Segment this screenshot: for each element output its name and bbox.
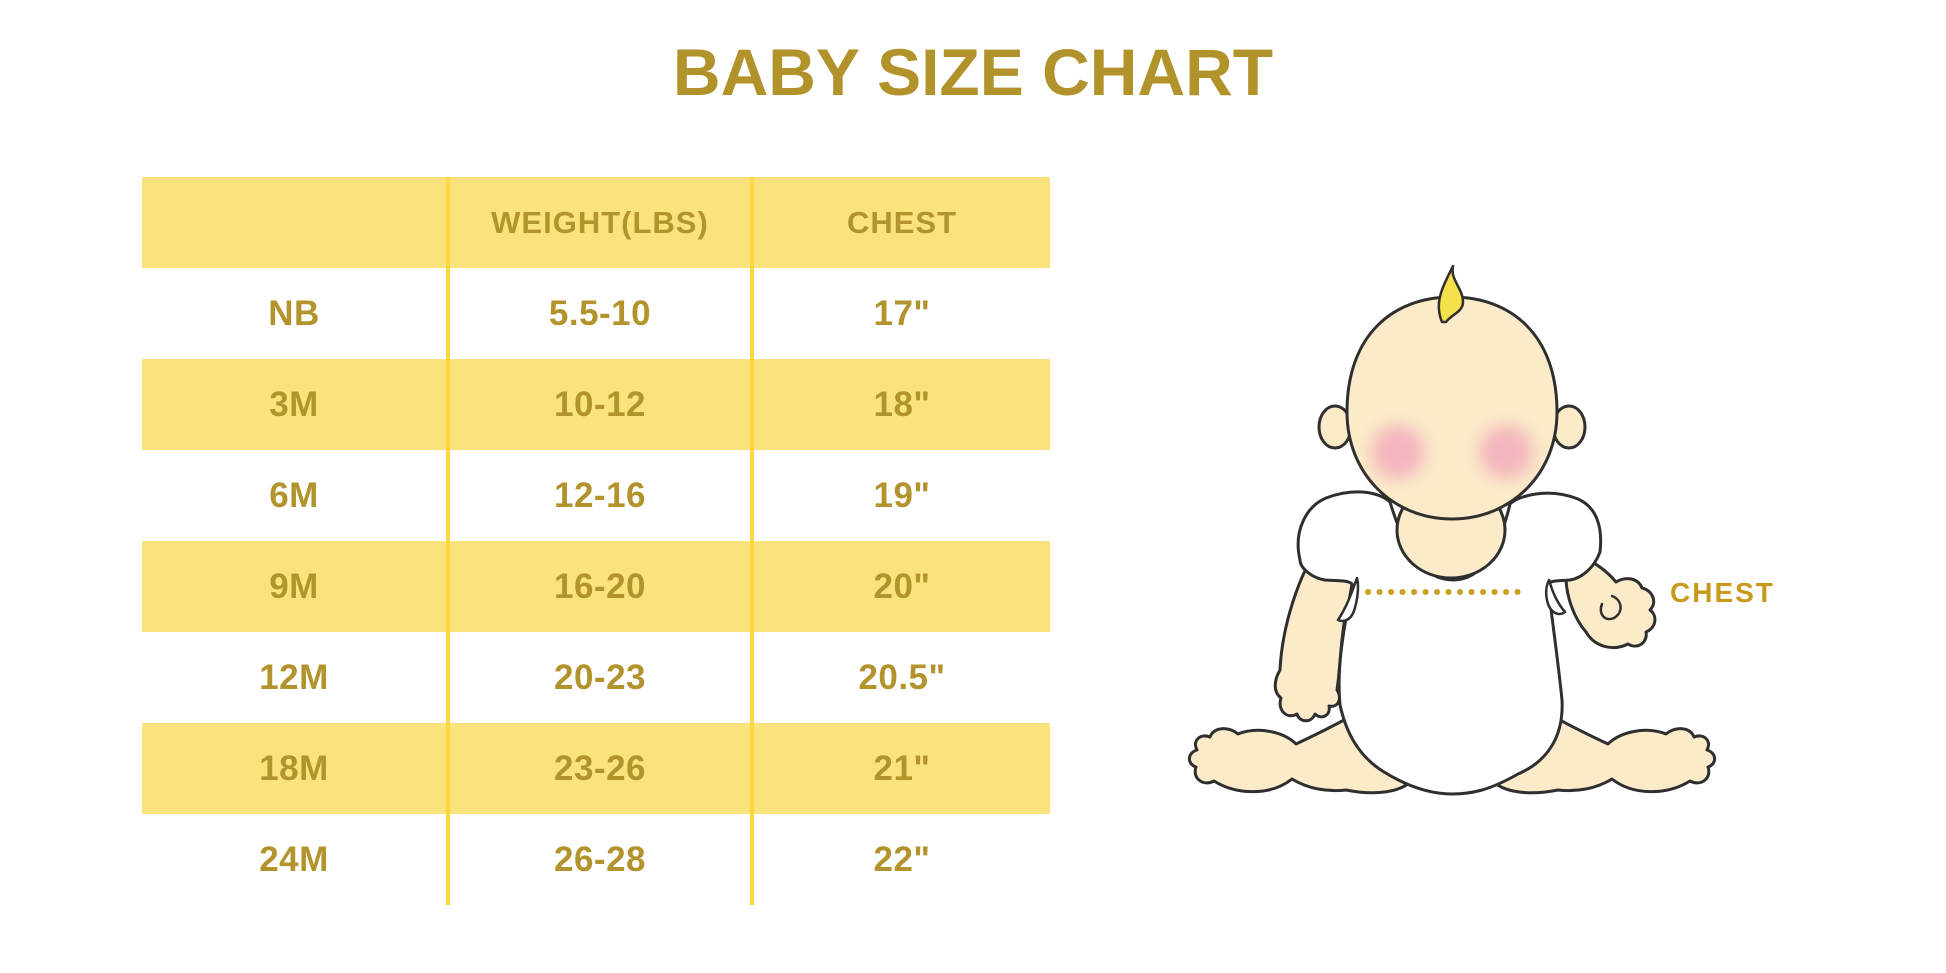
table-row-6m: 6M 12-16 19" xyxy=(142,450,1050,541)
baby-hair-curl-icon xyxy=(1437,264,1465,324)
table-row-24m: 24M 26-28 22" xyxy=(142,814,1050,905)
baby-left-armpit-gap xyxy=(1336,576,1360,623)
weight-cell: 26-28 xyxy=(446,814,750,905)
size-cell: 3M xyxy=(269,384,319,424)
table-row-3m: 3M 10-12 18" xyxy=(142,359,1050,450)
baby-icon xyxy=(1187,264,1717,796)
chest-cell: 17" xyxy=(750,268,1050,359)
weight-cell: 23-26 xyxy=(446,723,750,814)
baby-sitting-illustration xyxy=(1150,200,1800,850)
header-weight-cell: WEIGHT(LBS) xyxy=(446,177,750,268)
page-title: BABY SIZE CHART xyxy=(672,35,1274,109)
weight-cell: 20-23 xyxy=(446,632,750,723)
baby-head xyxy=(1345,295,1559,521)
chest-cell: 20" xyxy=(750,541,1050,632)
baby-right-armpit-gap xyxy=(1544,578,1567,616)
table-header-row: WEIGHT(LBS) CHEST xyxy=(142,177,1050,268)
weight-cell: 16-20 xyxy=(446,541,750,632)
weight-cell: 5.5-10 xyxy=(446,268,750,359)
size-cell: 12M xyxy=(259,657,329,697)
size-cell: NB xyxy=(268,293,320,333)
chest-label: CHEST xyxy=(1670,577,1775,608)
weight-cell: 10-12 xyxy=(446,359,750,450)
header-size-cell xyxy=(142,177,446,268)
baby-thumb-line xyxy=(1599,594,1622,621)
chest-cell: 20.5" xyxy=(750,632,1050,723)
chest-cell: 22" xyxy=(750,814,1050,905)
table-row-12m: 12M 20-23 20.5" xyxy=(142,632,1050,723)
chest-cell: 21" xyxy=(750,723,1050,814)
size-cell: 9M xyxy=(269,566,319,606)
size-cell: 6M xyxy=(269,475,319,515)
size-cell: 18M xyxy=(259,748,329,788)
table-row-9m: 9M 16-20 20" xyxy=(142,541,1050,632)
weight-cell: 12-16 xyxy=(446,450,750,541)
chest-cell: 18" xyxy=(750,359,1050,450)
chest-cell: 19" xyxy=(750,450,1050,541)
header-chest-cell: CHEST xyxy=(750,177,1050,268)
baby-left-cheek xyxy=(1371,425,1425,479)
table-row-nb: NB 5.5-10 17" xyxy=(142,268,1050,359)
table-row-18m: 18M 23-26 21" xyxy=(142,723,1050,814)
baby-right-cheek xyxy=(1479,425,1533,479)
size-cell: 24M xyxy=(259,839,329,879)
size-table: WEIGHT(LBS) CHEST NB 5.5-10 17" 3M 10-12… xyxy=(142,177,1050,905)
baby-right-arm-fist xyxy=(1564,554,1657,649)
